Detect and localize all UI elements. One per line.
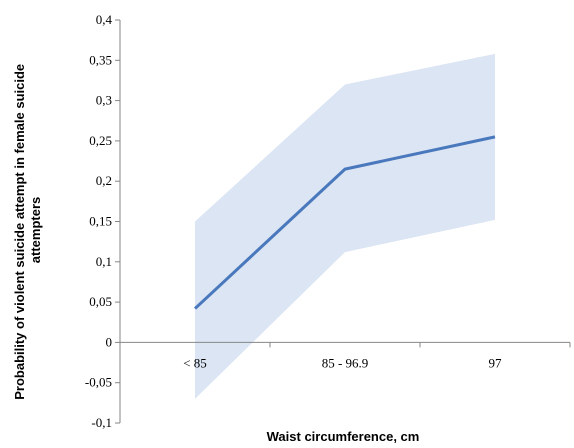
confidence-band xyxy=(195,53,495,399)
confidence-band-layer xyxy=(195,53,495,399)
y-tick-label: -0,1 xyxy=(91,415,112,430)
x-tick-label: 97 xyxy=(489,355,503,370)
y-tick-label: 0,3 xyxy=(96,93,112,108)
y-tick-label: 0,35 xyxy=(89,52,112,67)
y-tick-label: 0,2 xyxy=(96,173,112,188)
y-tick-label: 0,15 xyxy=(89,214,112,229)
x-axis-title: Waist circumference, cm xyxy=(267,429,420,444)
x-tick-label: < 85 xyxy=(183,355,207,370)
y-tick-labels: -0,1 -0,05 0 0,05 0,1 0,15 0,2 0,25 0,3 0,35 0,4 xyxy=(85,12,113,430)
y-tick-label: 0,05 xyxy=(89,294,112,309)
y-tick-label: 0,4 xyxy=(96,12,113,27)
y-tick-label: 0 xyxy=(106,334,113,349)
x-tick-labels: < 85 85 - 96.9 97 xyxy=(183,355,502,370)
x-tick-label: 85 - 96.9 xyxy=(322,355,369,370)
axes xyxy=(115,19,571,424)
y-axis-title-line-2: attempters xyxy=(28,197,43,263)
y-tick-label: 0,1 xyxy=(96,254,112,269)
y-axis-title: Probability of violent suicide attempt i… xyxy=(12,60,43,400)
y-axis-title-line-1: Probability of violent suicide attempt i… xyxy=(12,64,27,400)
y-tick-label: 0,25 xyxy=(89,133,112,148)
y-tick-label: -0,05 xyxy=(85,375,112,390)
series-line xyxy=(193,135,496,310)
series-line-layer xyxy=(193,135,496,310)
